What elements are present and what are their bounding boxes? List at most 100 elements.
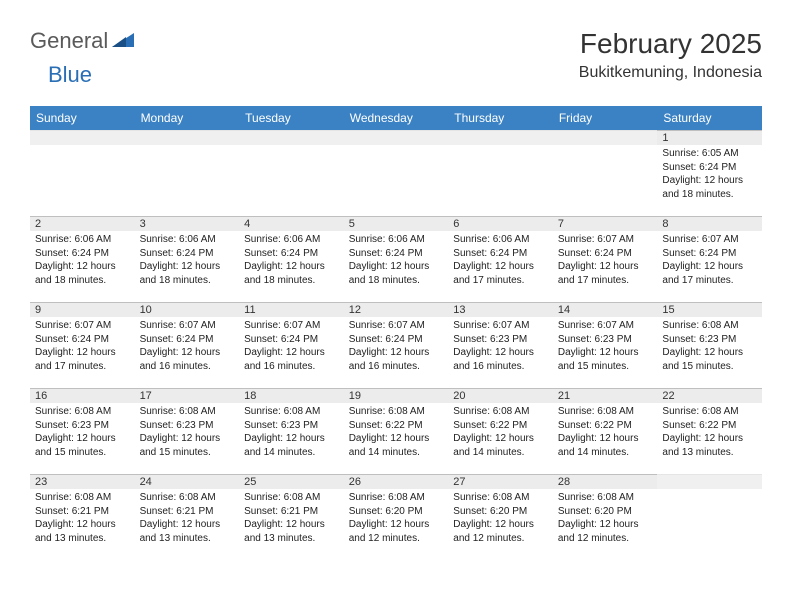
weekday-label: Saturday — [657, 106, 762, 130]
location: Bukitkemuning, Indonesia — [579, 64, 762, 82]
calendar-cell: 5Sunrise: 6:06 AMSunset: 6:24 PMDaylight… — [344, 216, 449, 302]
sunset-line: Sunset: 6:24 PM — [453, 247, 548, 261]
sunrise-line: Sunrise: 6:06 AM — [244, 233, 339, 247]
sunset-line: Sunset: 6:24 PM — [140, 247, 235, 261]
sunset-line: Sunset: 6:23 PM — [453, 333, 548, 347]
daylight-line-2: and 17 minutes. — [558, 274, 653, 288]
sunset-line: Sunset: 6:21 PM — [244, 505, 339, 519]
daylight-line-2: and 15 minutes. — [140, 446, 235, 460]
sunset-line: Sunset: 6:22 PM — [662, 419, 757, 433]
day-info: Sunrise: 6:07 AMSunset: 6:24 PMDaylight:… — [553, 231, 658, 291]
daylight-line-1: Daylight: 12 hours — [140, 432, 235, 446]
day-info: Sunrise: 6:07 AMSunset: 6:24 PMDaylight:… — [30, 317, 135, 377]
daylight-line-1: Daylight: 12 hours — [558, 518, 653, 532]
day-number: 23 — [30, 474, 135, 489]
day-info: Sunrise: 6:08 AMSunset: 6:22 PMDaylight:… — [657, 403, 762, 463]
sunrise-line: Sunrise: 6:08 AM — [140, 491, 235, 505]
sunset-line: Sunset: 6:23 PM — [558, 333, 653, 347]
brand-part1: General — [30, 28, 108, 54]
daylight-line-2: and 18 minutes. — [244, 274, 339, 288]
sunset-line: Sunset: 6:24 PM — [662, 247, 757, 261]
sunrise-line: Sunrise: 6:07 AM — [140, 319, 235, 333]
day-number — [448, 130, 553, 145]
sunset-line: Sunset: 6:22 PM — [453, 419, 548, 433]
calendar-cell: 10Sunrise: 6:07 AMSunset: 6:24 PMDayligh… — [135, 302, 240, 388]
sunrise-line: Sunrise: 6:07 AM — [662, 233, 757, 247]
day-info: Sunrise: 6:08 AMSunset: 6:20 PMDaylight:… — [448, 489, 553, 549]
daylight-line-2: and 14 minutes. — [244, 446, 339, 460]
daylight-line-2: and 13 minutes. — [35, 532, 130, 546]
day-number — [657, 474, 762, 489]
calendar-cell: 12Sunrise: 6:07 AMSunset: 6:24 PMDayligh… — [344, 302, 449, 388]
daylight-line-1: Daylight: 12 hours — [453, 346, 548, 360]
day-number: 20 — [448, 388, 553, 403]
sunrise-line: Sunrise: 6:08 AM — [35, 491, 130, 505]
day-number: 18 — [239, 388, 344, 403]
daylight-line-1: Daylight: 12 hours — [453, 432, 548, 446]
sunset-line: Sunset: 6:21 PM — [35, 505, 130, 519]
calendar-cell — [30, 130, 135, 216]
day-number: 26 — [344, 474, 449, 489]
day-number: 17 — [135, 388, 240, 403]
daylight-line-1: Daylight: 12 hours — [453, 518, 548, 532]
daylight-line-1: Daylight: 12 hours — [662, 174, 757, 188]
calendar-cell: 25Sunrise: 6:08 AMSunset: 6:21 PMDayligh… — [239, 474, 344, 560]
calendar-cell: 14Sunrise: 6:07 AMSunset: 6:23 PMDayligh… — [553, 302, 658, 388]
calendar-cell: 20Sunrise: 6:08 AMSunset: 6:22 PMDayligh… — [448, 388, 553, 474]
day-number: 2 — [30, 216, 135, 231]
sunrise-line: Sunrise: 6:08 AM — [140, 405, 235, 419]
day-info: Sunrise: 6:06 AMSunset: 6:24 PMDaylight:… — [30, 231, 135, 291]
sunset-line: Sunset: 6:24 PM — [662, 161, 757, 175]
calendar-cell: 16Sunrise: 6:08 AMSunset: 6:23 PMDayligh… — [30, 388, 135, 474]
day-number: 9 — [30, 302, 135, 317]
sunset-line: Sunset: 6:24 PM — [558, 247, 653, 261]
day-info: Sunrise: 6:07 AMSunset: 6:24 PMDaylight:… — [344, 317, 449, 377]
calendar-cell: 4Sunrise: 6:06 AMSunset: 6:24 PMDaylight… — [239, 216, 344, 302]
calendar-cell: 26Sunrise: 6:08 AMSunset: 6:20 PMDayligh… — [344, 474, 449, 560]
sunset-line: Sunset: 6:21 PM — [140, 505, 235, 519]
daylight-line-2: and 18 minutes. — [349, 274, 444, 288]
daylight-line-1: Daylight: 12 hours — [35, 518, 130, 532]
daylight-line-2: and 16 minutes. — [140, 360, 235, 374]
daylight-line-1: Daylight: 12 hours — [140, 518, 235, 532]
daylight-line-1: Daylight: 12 hours — [662, 260, 757, 274]
calendar-cell: 7Sunrise: 6:07 AMSunset: 6:24 PMDaylight… — [553, 216, 658, 302]
day-number: 13 — [448, 302, 553, 317]
calendar-cell: 8Sunrise: 6:07 AMSunset: 6:24 PMDaylight… — [657, 216, 762, 302]
day-number: 14 — [553, 302, 658, 317]
sunrise-line: Sunrise: 6:07 AM — [35, 319, 130, 333]
day-number: 21 — [553, 388, 658, 403]
day-info: Sunrise: 6:08 AMSunset: 6:20 PMDaylight:… — [344, 489, 449, 549]
sunrise-line: Sunrise: 6:07 AM — [558, 319, 653, 333]
daylight-line-2: and 17 minutes. — [662, 274, 757, 288]
daylight-line-2: and 13 minutes. — [140, 532, 235, 546]
day-number: 6 — [448, 216, 553, 231]
daylight-line-1: Daylight: 12 hours — [244, 432, 339, 446]
day-number: 5 — [344, 216, 449, 231]
daylight-line-2: and 12 minutes. — [453, 532, 548, 546]
sunrise-line: Sunrise: 6:06 AM — [35, 233, 130, 247]
day-info: Sunrise: 6:08 AMSunset: 6:23 PMDaylight:… — [657, 317, 762, 377]
day-number: 19 — [344, 388, 449, 403]
calendar-week: 16Sunrise: 6:08 AMSunset: 6:23 PMDayligh… — [30, 388, 762, 474]
sunset-line: Sunset: 6:23 PM — [662, 333, 757, 347]
sunrise-line: Sunrise: 6:05 AM — [662, 147, 757, 161]
day-number: 3 — [135, 216, 240, 231]
day-number: 7 — [553, 216, 658, 231]
calendar-cell: 9Sunrise: 6:07 AMSunset: 6:24 PMDaylight… — [30, 302, 135, 388]
brand-part2: Blue — [48, 62, 92, 88]
sunrise-line: Sunrise: 6:08 AM — [244, 491, 339, 505]
sunrise-line: Sunrise: 6:07 AM — [453, 319, 548, 333]
calendar-cell: 28Sunrise: 6:08 AMSunset: 6:20 PMDayligh… — [553, 474, 658, 560]
weekday-header-row: SundayMondayTuesdayWednesdayThursdayFrid… — [30, 106, 762, 130]
calendar-cell: 24Sunrise: 6:08 AMSunset: 6:21 PMDayligh… — [135, 474, 240, 560]
daylight-line-1: Daylight: 12 hours — [244, 346, 339, 360]
daylight-line-2: and 18 minutes. — [35, 274, 130, 288]
sunset-line: Sunset: 6:24 PM — [349, 333, 444, 347]
day-number: 4 — [239, 216, 344, 231]
sunset-line: Sunset: 6:24 PM — [349, 247, 444, 261]
daylight-line-1: Daylight: 12 hours — [662, 432, 757, 446]
calendar-week: 9Sunrise: 6:07 AMSunset: 6:24 PMDaylight… — [30, 302, 762, 388]
calendar-cell — [553, 130, 658, 216]
daylight-line-1: Daylight: 12 hours — [244, 260, 339, 274]
